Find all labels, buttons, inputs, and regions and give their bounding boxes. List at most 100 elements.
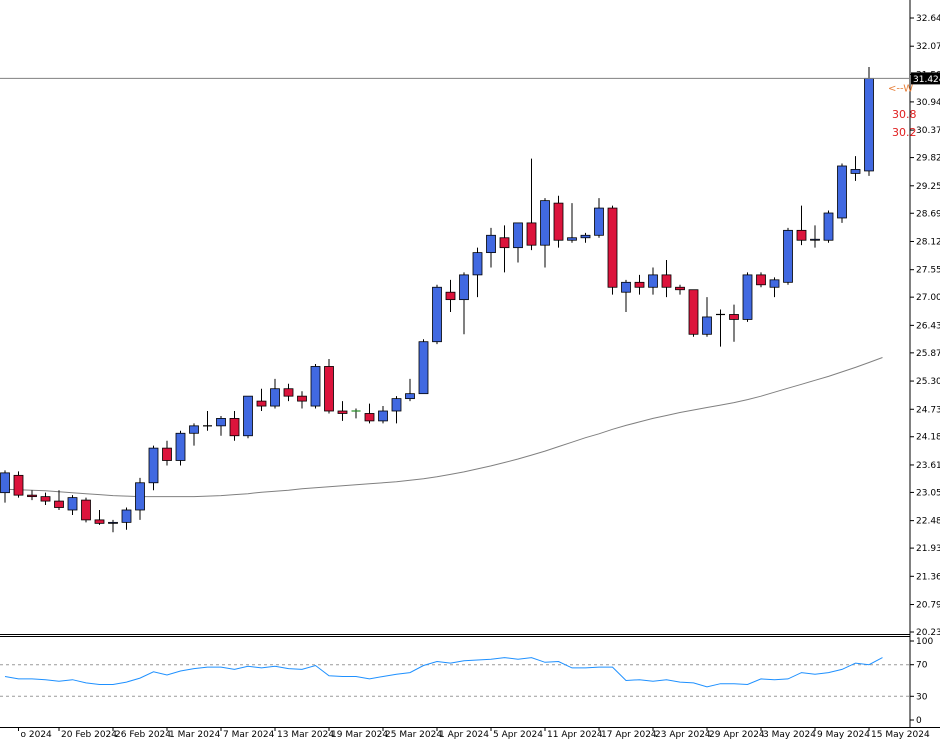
candle <box>540 198 550 268</box>
candle <box>27 490 37 501</box>
y-tick-label: 21.360 <box>916 572 940 582</box>
candle-body <box>94 519 105 524</box>
candle-body <box>526 222 537 246</box>
candle <box>0 470 10 503</box>
x-tick-label: 29 Apr 2024 <box>709 730 765 739</box>
candle-body <box>621 281 631 293</box>
candle <box>756 272 766 288</box>
x-tick-label: 25 Mar 2024 <box>385 730 442 739</box>
candle <box>175 430 186 466</box>
candle-body <box>67 497 78 511</box>
candle-body <box>0 472 10 494</box>
candle-body <box>702 316 712 335</box>
candle-body <box>837 165 847 219</box>
x-tick-label: 20 Feb 2024 <box>61 730 117 739</box>
candle <box>94 509 105 525</box>
candle-body <box>364 413 375 422</box>
x-tick-label: 1 Mar 2024 <box>169 730 221 739</box>
candle <box>472 247 483 298</box>
y-tick-label: 28.125 <box>916 237 940 247</box>
y-tick-label: 25.875 <box>916 349 940 359</box>
candle <box>742 272 753 322</box>
candle-body <box>567 237 577 241</box>
y-tick-label: 21.930 <box>916 544 940 554</box>
candle-body <box>513 222 523 249</box>
candle-body <box>418 341 429 395</box>
candle-body <box>796 229 807 241</box>
x-tick-label: 26 Feb 2024 <box>115 730 171 739</box>
rsi-tick-label: 70 <box>916 661 928 671</box>
candle-body <box>432 286 442 343</box>
candle <box>783 227 793 285</box>
candle <box>148 445 159 491</box>
candle-body <box>337 410 348 414</box>
y-tick-label: 27.555 <box>916 266 940 276</box>
annotation-label: 30.2 <box>892 126 917 139</box>
candle-body <box>297 395 307 402</box>
candle-body <box>324 366 334 412</box>
candle <box>54 490 64 510</box>
candle-body <box>175 432 186 461</box>
candle <box>270 378 280 409</box>
candle <box>864 67 874 176</box>
candle-body <box>445 291 456 301</box>
candle-body <box>553 202 564 241</box>
candle <box>621 279 631 313</box>
candle-body <box>688 289 699 335</box>
candle <box>486 227 496 268</box>
candle-body <box>540 200 550 246</box>
x-tick-label: 3 May 2024 <box>763 730 816 739</box>
labels-layer: 32.64032.07031.50030.94530.37529.82029.2… <box>21 14 940 739</box>
rsi-tick-label: 100 <box>916 637 933 647</box>
x-tick-label: 5 Apr 2024 <box>493 730 543 739</box>
candle <box>459 272 469 335</box>
candle-body <box>189 425 199 434</box>
rsi-layer <box>0 657 910 697</box>
candle <box>769 277 780 298</box>
x-tick-label: o 2024 <box>21 730 53 739</box>
candle <box>526 158 537 251</box>
x-tick-label: 19 Mar 2024 <box>331 730 388 739</box>
candle-body <box>81 499 91 521</box>
candle-body <box>135 482 145 511</box>
y-tick-label: 24.735 <box>916 405 940 415</box>
candle-body <box>783 229 793 283</box>
y-tick-label: 29.820 <box>916 154 940 164</box>
y-tick-label: 30.375 <box>916 126 940 136</box>
y-tick-label: 32.070 <box>916 42 940 52</box>
rsi-tick-label: 30 <box>916 692 928 702</box>
candle-body <box>405 393 415 400</box>
candle-body <box>243 395 253 437</box>
candle-body <box>499 237 510 249</box>
candle-body <box>256 400 267 407</box>
candle-body <box>121 509 132 523</box>
y-tick-label: 29.250 <box>916 182 940 192</box>
candle-body <box>486 234 496 254</box>
candle-body <box>580 234 591 239</box>
candle-body <box>108 521 118 524</box>
candle-body <box>823 212 834 241</box>
moving-average-layer <box>4 357 883 498</box>
y-tick-label: 20.790 <box>916 601 940 611</box>
candle <box>810 225 820 248</box>
candle-body <box>40 496 51 502</box>
candle <box>256 388 267 411</box>
candle <box>324 359 334 414</box>
candle-body <box>378 410 388 422</box>
candle <box>216 415 226 436</box>
candle-body <box>864 77 874 172</box>
y-tick-label: 26.430 <box>916 321 940 331</box>
candle <box>378 406 388 424</box>
candle <box>203 410 212 431</box>
candle <box>675 284 685 295</box>
rsi-tick-label: 0 <box>916 716 922 726</box>
x-tick-label: 11 Apr 2024 <box>547 730 603 739</box>
candle-body <box>459 274 469 301</box>
candle-body <box>769 279 780 288</box>
candle <box>634 274 645 295</box>
y-tick-label: 27.000 <box>916 293 940 303</box>
candle <box>823 210 834 243</box>
candle-body <box>607 207 618 288</box>
